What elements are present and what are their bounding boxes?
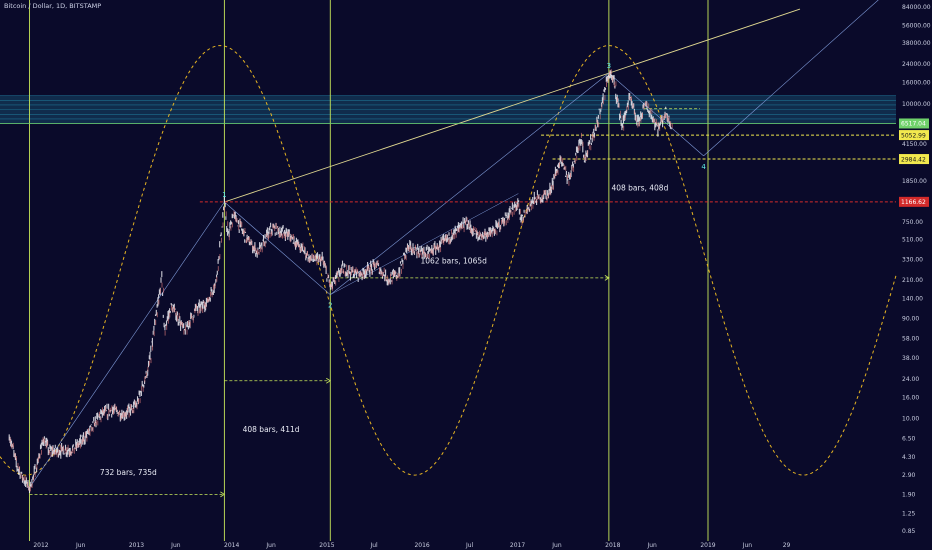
y-tick-label: 4.30 — [902, 454, 916, 461]
measure-arrowhead — [220, 491, 226, 498]
y-tick-label: 2.90 — [902, 472, 916, 479]
price-candles-down — [9, 69, 673, 492]
x-tick-label: 29 — [783, 542, 791, 549]
x-tick-label: 2014 — [224, 542, 239, 549]
y-tick-label: 4150.00 — [902, 141, 927, 148]
x-tick-label: Jul — [369, 542, 378, 549]
y-tick-label: 140.00 — [902, 295, 923, 302]
x-tick-label: 2012 — [33, 542, 48, 549]
pivot-label: 1 — [222, 191, 226, 199]
x-tick-label: Jun — [551, 542, 562, 549]
y-tick-label: 16000.00 — [902, 80, 931, 87]
level-badge-label: 6517.04 — [901, 121, 926, 128]
pivot-label: 4 — [701, 163, 706, 171]
x-tick-label: Jun — [742, 542, 753, 549]
y-tick-label: 330.00 — [902, 256, 923, 263]
x-tick-label: 2013 — [129, 542, 144, 549]
trend-thin — [608, 72, 704, 157]
x-tick-label: 2016 — [414, 542, 429, 549]
y-tick-label: 0.85 — [902, 528, 916, 535]
y-tick-label: 10.00 — [902, 416, 919, 423]
x-tick-label: 2018 — [605, 542, 620, 549]
measure-label: 732 bars, 735d — [100, 468, 157, 477]
trendline-top — [224, 8, 801, 203]
y-tick-label: 58.00 — [902, 336, 919, 343]
level-badge — [899, 196, 929, 207]
measure-label: 408 bars, 408d — [611, 183, 668, 192]
x-tick-label: 2017 — [510, 542, 525, 549]
y-tick-label: 210.00 — [902, 277, 923, 284]
level-badge — [899, 118, 929, 129]
trend-thin — [29, 201, 225, 488]
y-tick-label: 38000.00 — [902, 40, 931, 47]
x-tick-label: Jun — [170, 542, 181, 549]
measure-label: 408 bars, 411d — [243, 425, 300, 434]
level-badge-label: 5052.99 — [901, 132, 926, 139]
trend-thin — [330, 72, 610, 295]
symbol-title: Bitcoin / Dollar, 1D, BITSTAMP — [4, 2, 102, 10]
y-tick-label: 84000.00 — [902, 4, 931, 11]
y-tick-label: 1850.00 — [902, 178, 927, 185]
y-tick-label: 510.00 — [902, 237, 923, 244]
x-tick-label: Jun — [265, 542, 276, 549]
y-tick-label: 90.00 — [902, 316, 919, 323]
y-tick-label: 24.00 — [902, 376, 919, 383]
x-tick-label: 2015 — [319, 542, 334, 549]
pivot-label: 3 — [607, 62, 611, 70]
level-badge-label: 1166.62 — [901, 199, 926, 206]
x-tick-label: Jul — [465, 542, 474, 549]
y-tick-label: 750.00 — [902, 219, 923, 226]
level-badge — [899, 154, 929, 165]
x-tick-label: Jun — [75, 542, 86, 549]
y-tick-label: 38.00 — [902, 355, 919, 362]
x-tick-label: 2019 — [700, 542, 715, 549]
trend-thin — [224, 201, 331, 295]
level-badge-label: 2984.42 — [901, 156, 926, 163]
y-tick-label: 56000.00 — [902, 22, 931, 29]
price-candles — [8, 70, 672, 493]
measure-arrowhead — [604, 275, 610, 281]
y-tick-label: 24000.00 — [902, 61, 931, 68]
y-tick-label: 6.50 — [902, 435, 916, 442]
y-tick-label: 1.90 — [902, 491, 916, 498]
y-tick-label: 10000.00 — [902, 101, 931, 108]
x-tick-label: Jun — [646, 542, 657, 549]
y-tick-label: 1.25 — [902, 510, 916, 517]
measure-label: 1062 bars, 1065d — [420, 257, 487, 266]
measure-arrowhead — [326, 377, 332, 384]
cycle-sine-wave — [0, 45, 897, 476]
pivot-label: 2 — [328, 302, 332, 310]
level-badge — [899, 130, 929, 141]
y-tick-label: 16.00 — [902, 394, 919, 401]
trend-thin — [703, 0, 879, 157]
